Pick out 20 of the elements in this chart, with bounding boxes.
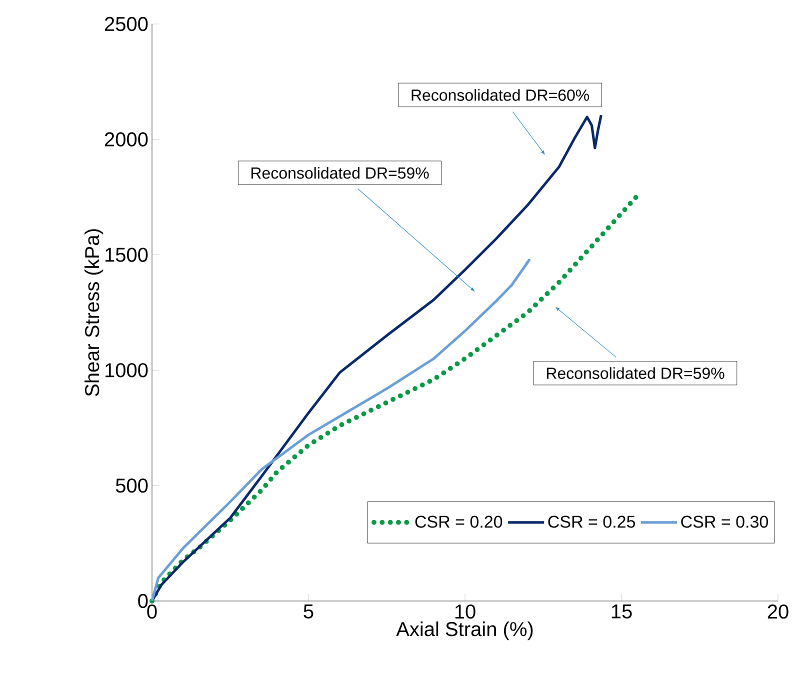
x-axis-title: Axial Strain (%) xyxy=(396,622,533,640)
x-tick-label: 10 xyxy=(455,604,476,619)
y-tick-label: 500 xyxy=(116,478,148,493)
line-series xyxy=(150,258,530,602)
x-tick-label: 5 xyxy=(304,604,314,618)
annotation: Reconsolidated DR=60% xyxy=(412,89,590,101)
x-tick-label: 15 xyxy=(612,604,632,618)
y-tick-label: 1000 xyxy=(106,363,148,378)
y-tick-label: 2000 xyxy=(104,132,148,146)
y-tick-label: 1500 xyxy=(106,248,148,262)
y-tick-label: 2500 xyxy=(104,16,148,32)
annotation: Reconsolidated DR=59% xyxy=(252,166,429,179)
legend-label: CSR = 0.20 xyxy=(415,516,502,528)
annotation: Reconsolidated DR=59% xyxy=(546,367,724,379)
y-axis-title: Shear Stress (kPa) xyxy=(84,229,104,396)
legend-label: CSR = 0.25 xyxy=(548,516,636,528)
legend-label: CSR = 0.30 xyxy=(681,516,768,528)
y-tick-label: 0 xyxy=(138,594,148,608)
x-tick-label: 0 xyxy=(147,604,157,619)
x-tick-label: 20 xyxy=(768,604,788,619)
